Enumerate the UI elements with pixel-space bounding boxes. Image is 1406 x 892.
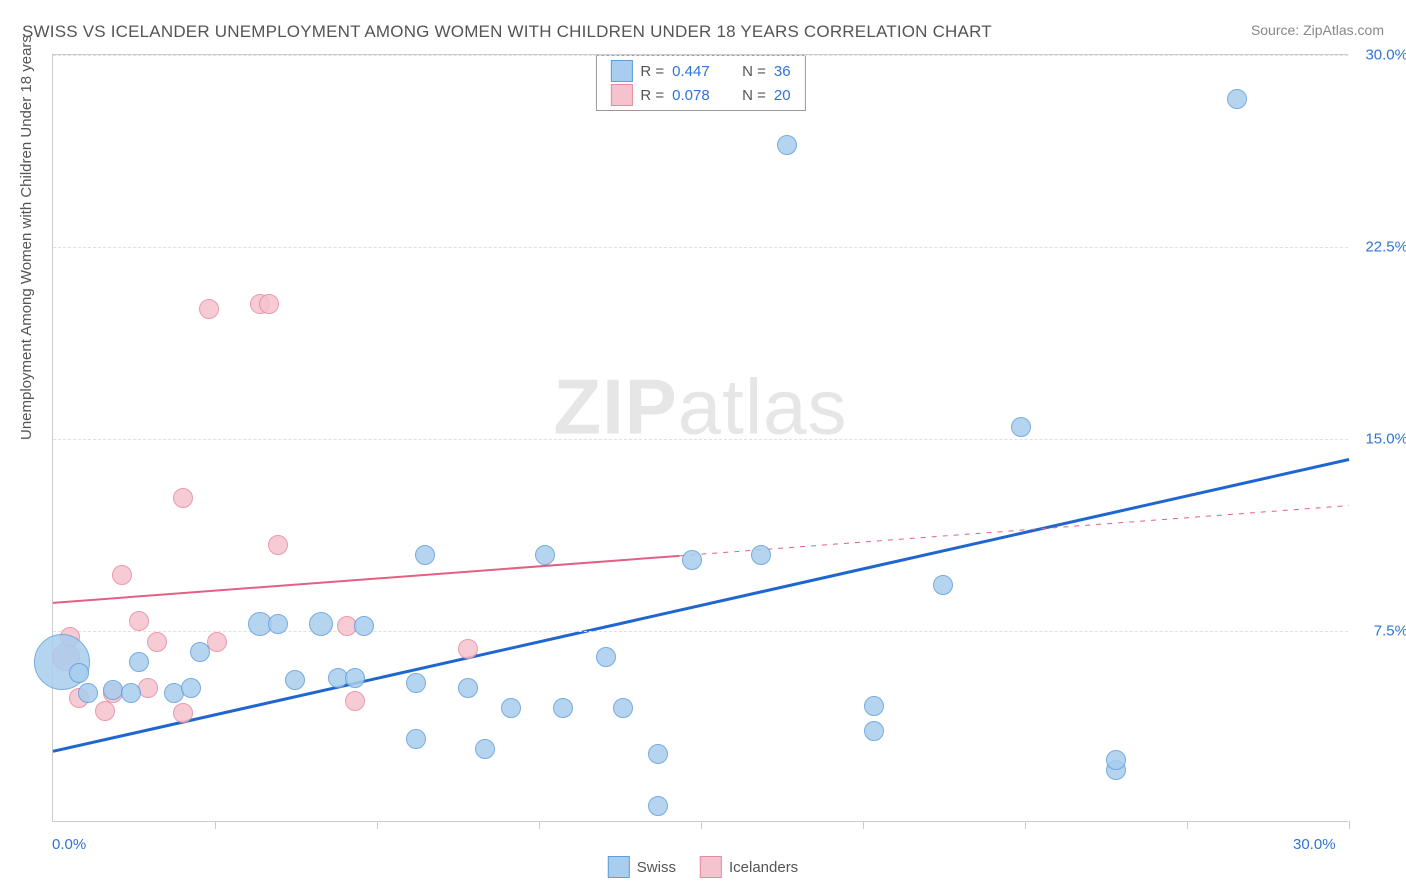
x-tick (1187, 821, 1188, 829)
swiss-point (406, 673, 426, 693)
swiss-point (309, 612, 333, 636)
icelanders-point (207, 632, 227, 652)
legend-label: Swiss (637, 859, 676, 876)
r-label: R = (640, 63, 664, 80)
y-axis-label: Unemployment Among Women with Children U… (18, 35, 35, 440)
swiss-point (613, 698, 633, 718)
r-value: 0.078 (672, 87, 722, 104)
legend-swatch (610, 60, 632, 82)
swiss-point (553, 698, 573, 718)
swiss-point (648, 796, 668, 816)
swiss-point (1106, 750, 1126, 770)
swiss-point (190, 642, 210, 662)
x-axis-label: 30.0% (1293, 836, 1336, 853)
swiss-point (535, 545, 555, 565)
gridline (53, 55, 1348, 56)
icelanders-point (199, 299, 219, 319)
swiss-point (69, 663, 89, 683)
chart-title: SWISS VS ICELANDER UNEMPLOYMENT AMONG WO… (22, 22, 992, 42)
swiss-point (129, 652, 149, 672)
icelanders-point (345, 691, 365, 711)
x-tick (701, 821, 702, 829)
swiss-point (1227, 89, 1247, 109)
icelanders-point (173, 703, 193, 723)
x-axis-label: 0.0% (52, 836, 86, 853)
gridline (53, 247, 1348, 248)
r-label: R = (640, 87, 664, 104)
icelanders-point (138, 678, 158, 698)
correlation-legend: R = 0.447 N = 36 R = 0.078 N = 20 (595, 55, 805, 111)
n-label: N = (742, 87, 766, 104)
swiss-point (777, 135, 797, 155)
r-value: 0.447 (672, 63, 722, 80)
swiss-point (682, 550, 702, 570)
legend-row: R = 0.078 N = 20 (596, 83, 804, 107)
icelanders-point (458, 639, 478, 659)
series-legend-item: Swiss (608, 856, 676, 878)
y-tick-label: 30.0% (1353, 47, 1406, 64)
swiss-point (406, 729, 426, 749)
swiss-point (1011, 417, 1031, 437)
series-legend: Swiss Icelanders (608, 856, 798, 878)
source-label: Source: ZipAtlas.com (1251, 22, 1384, 38)
swiss-point (78, 683, 98, 703)
series-legend-item: Icelanders (700, 856, 798, 878)
icelanders-point (268, 535, 288, 555)
swiss-point (458, 678, 478, 698)
swiss-point (121, 683, 141, 703)
legend-swatch (610, 84, 632, 106)
n-value: 36 (774, 63, 791, 80)
icelanders-point (147, 632, 167, 652)
swiss-point (415, 545, 435, 565)
swiss-point (596, 647, 616, 667)
swiss-point (285, 670, 305, 690)
legend-swatch (608, 856, 630, 878)
swiss-point (933, 575, 953, 595)
legend-row: R = 0.447 N = 36 (596, 59, 804, 83)
icelanders-point (95, 701, 115, 721)
swiss-point (181, 678, 201, 698)
swiss-point (345, 668, 365, 688)
x-tick (863, 821, 864, 829)
swiss-point (751, 545, 771, 565)
legend-label: Icelanders (729, 859, 798, 876)
swiss-point (354, 616, 374, 636)
icelanders-point (112, 565, 132, 585)
gridline (53, 631, 1348, 632)
x-tick (215, 821, 216, 829)
x-tick (1025, 821, 1026, 829)
swiss-point (864, 696, 884, 716)
n-value: 20 (774, 87, 791, 104)
x-tick (377, 821, 378, 829)
y-tick-label: 22.5% (1353, 239, 1406, 256)
x-tick (1349, 821, 1350, 829)
swiss-point (864, 721, 884, 741)
gridline (53, 439, 1348, 440)
trend-lines (53, 55, 1348, 821)
icelanders-point (129, 611, 149, 631)
y-tick-label: 15.0% (1353, 431, 1406, 448)
legend-swatch (700, 856, 722, 878)
swiss-point (501, 698, 521, 718)
plot-area: ZIPatlas R = 0.447N = 36R = 0.078N = 20 … (52, 54, 1348, 822)
x-tick (539, 821, 540, 829)
swiss-point (268, 614, 288, 634)
icelanders-point (173, 488, 193, 508)
y-tick-label: 7.5% (1353, 623, 1406, 640)
swiss-point (475, 739, 495, 759)
n-label: N = (742, 63, 766, 80)
swiss-point (648, 744, 668, 764)
icelanders-point (259, 294, 279, 314)
